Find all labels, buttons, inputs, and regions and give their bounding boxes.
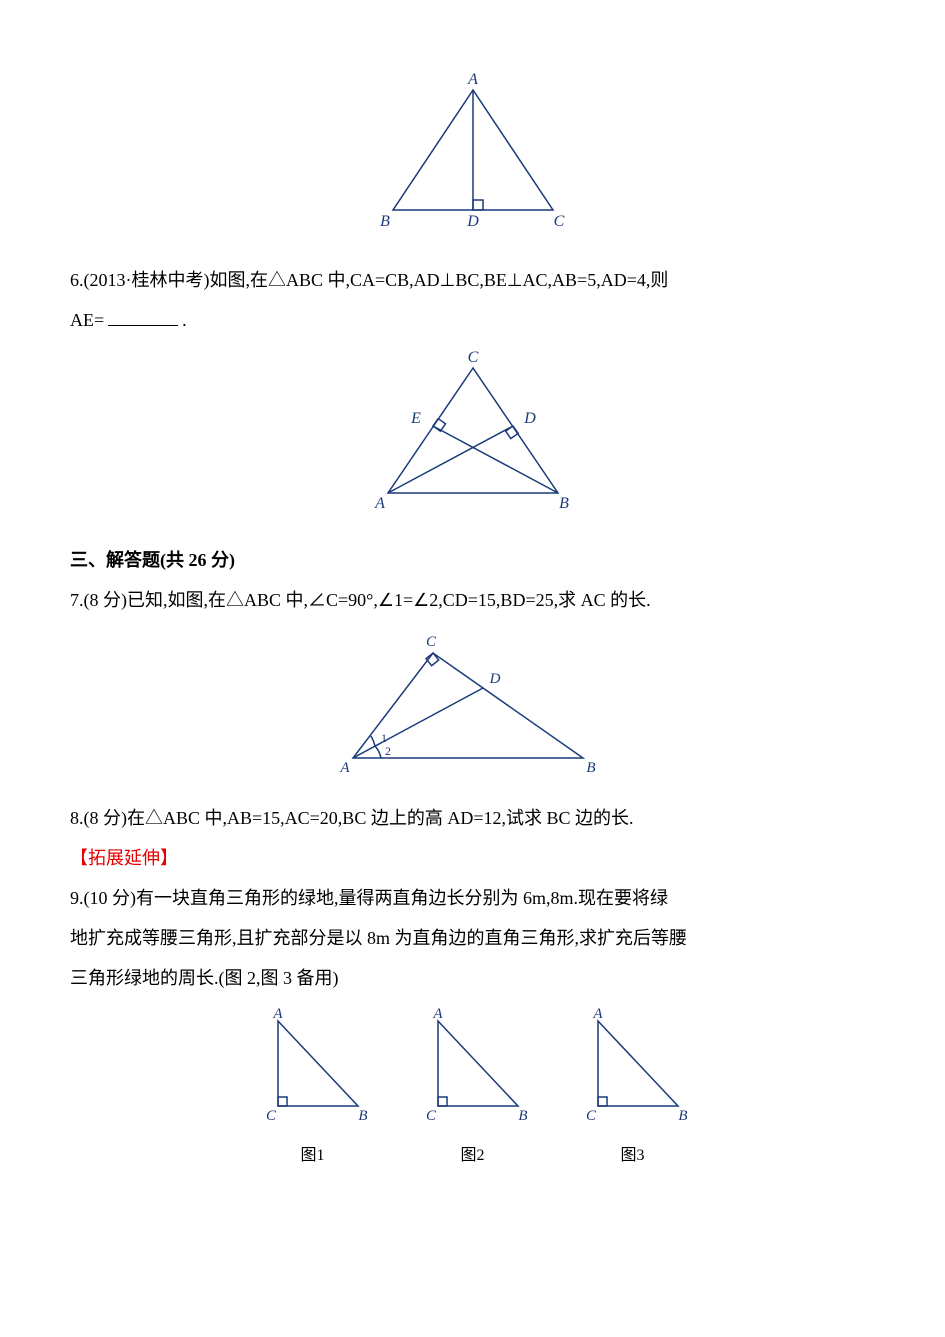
figure-q9-group: A C B 图1 A C B 图2 A: [70, 1006, 875, 1172]
label-B: B: [678, 1108, 687, 1124]
caption-f3: 图3: [573, 1140, 693, 1172]
q6-prefix: 6.(2013·桂林中考)如图,在△ABC 中,CA=CB,AD⊥BC,BE⊥A…: [70, 270, 668, 290]
q9-line1: 9.(10 分)有一块直角三角形的绿地,量得两直角边长分别为 6m,8m.现在要…: [70, 880, 875, 916]
q8-text: 8.(8 分)在△ABC 中,AB=15,AC=20,BC 边上的高 AD=12…: [70, 800, 875, 836]
label-C: C: [425, 1108, 436, 1124]
figure-q6: C A B E D: [70, 348, 875, 530]
label-A: A: [432, 1006, 443, 1022]
label-E: E: [410, 410, 421, 427]
q9-line2: 地扩充成等腰三角形,且扩充部分是以 8m 为直角边的直角三角形,求扩充后等腰: [70, 920, 875, 956]
section3-title: 三、解答题(共 26 分): [70, 542, 875, 578]
label-D: D: [466, 213, 479, 230]
figure-q9-1: A C B 图1: [253, 1006, 373, 1172]
label-A: A: [592, 1006, 603, 1022]
extend-label: 【拓展延伸】: [70, 840, 875, 876]
label-B: B: [586, 760, 595, 776]
label-2: 2: [385, 744, 391, 758]
label-C: C: [553, 213, 564, 230]
label-A: A: [272, 1006, 283, 1022]
q7-text: 7.(8 分)已知,如图,在△ABC 中,∠C=90°,∠1=∠2,CD=15,…: [70, 582, 875, 618]
figure-q9-3: A C B 图3: [573, 1006, 693, 1172]
q6-blank: [108, 307, 178, 326]
figure-q9-2: A C B 图2: [413, 1006, 533, 1172]
figure-q5: A B C D: [70, 70, 875, 252]
label-B: B: [380, 213, 390, 230]
label-D: D: [523, 410, 536, 427]
label-C: C: [425, 634, 436, 650]
q6-period: .: [182, 310, 187, 330]
svg-q7: A B C D 1 2: [323, 628, 623, 778]
label-B: B: [518, 1108, 527, 1124]
label-A: A: [339, 760, 350, 776]
caption-f2: 图2: [413, 1140, 533, 1172]
q6-text: 6.(2013·桂林中考)如图,在△ABC 中,CA=CB,AD⊥BC,BE⊥A…: [70, 262, 875, 298]
label-A: A: [467, 71, 478, 88]
label-C: C: [265, 1108, 276, 1124]
label-C: C: [585, 1108, 596, 1124]
svg-q6: C A B E D: [358, 348, 588, 518]
label-D: D: [488, 671, 500, 687]
label-B: B: [358, 1108, 367, 1124]
label-1: 1: [381, 731, 387, 745]
q6-line2: AE=.: [70, 302, 875, 338]
q9-line3: 三角形绿地的周长.(图 2,图 3 备用): [70, 960, 875, 996]
figure-q7: A B C D 1 2: [70, 628, 875, 790]
q6-suffix: AE=: [70, 310, 104, 330]
label-B: B: [559, 495, 569, 512]
label-C: C: [467, 349, 478, 366]
label-A: A: [374, 495, 385, 512]
svg-q5: A B C D: [363, 70, 583, 240]
caption-f1: 图1: [253, 1140, 373, 1172]
